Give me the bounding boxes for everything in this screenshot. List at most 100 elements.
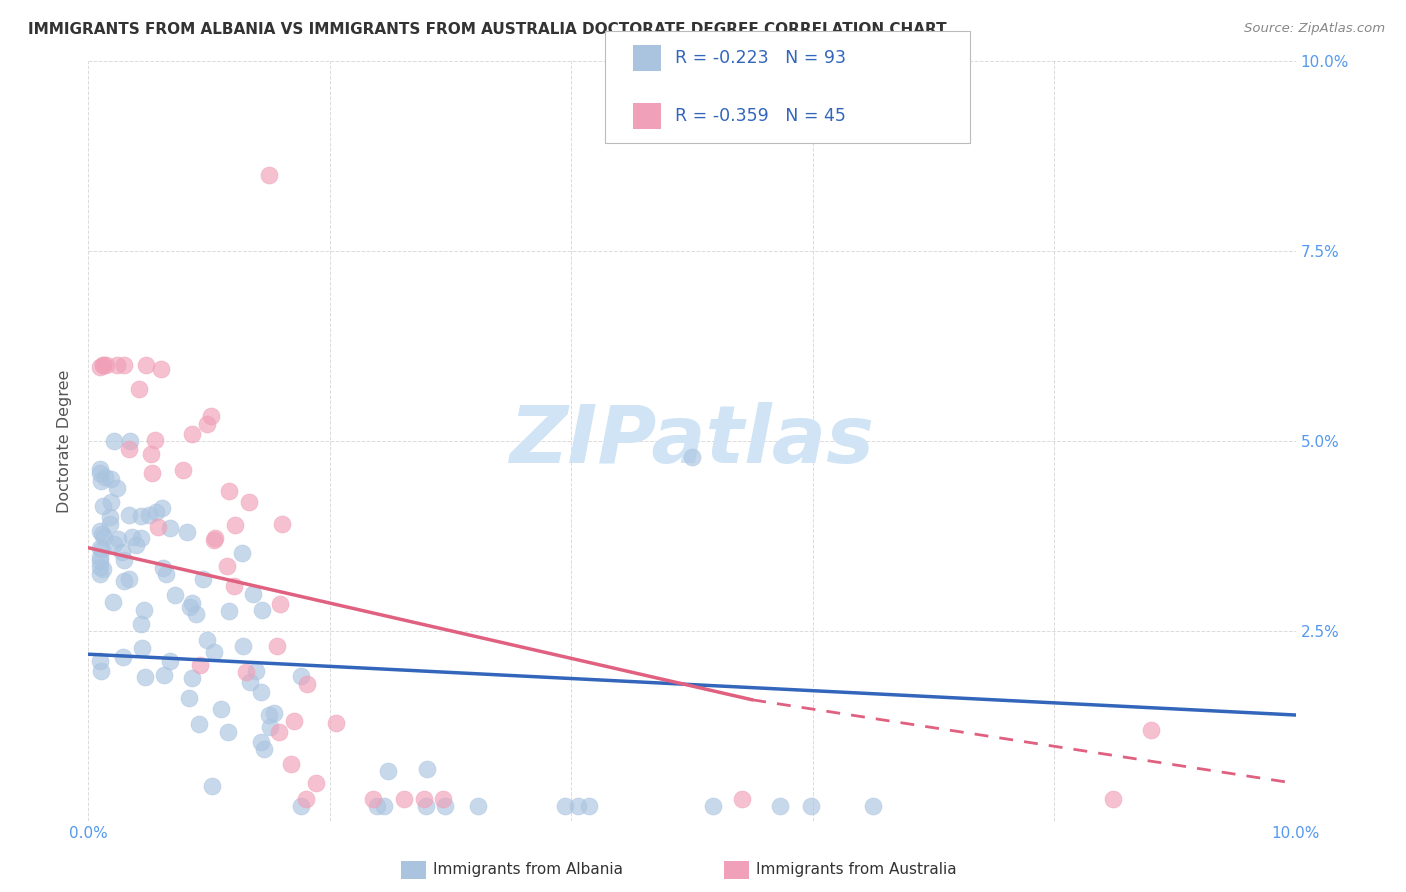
Point — [89, 566, 111, 581]
Point — [96, 358, 118, 372]
Point — [325, 716, 347, 731]
Point — [392, 791, 415, 805]
Point — [159, 521, 181, 535]
Point — [105, 358, 128, 372]
Point — [702, 799, 724, 814]
Point — [181, 671, 204, 685]
Point — [159, 654, 181, 668]
Point — [305, 776, 328, 790]
Point — [172, 463, 194, 477]
Point — [145, 505, 167, 519]
Point — [578, 799, 600, 814]
Point — [467, 799, 489, 814]
Point — [250, 735, 273, 749]
Point — [90, 475, 112, 489]
Point — [91, 562, 114, 576]
Point — [434, 799, 457, 814]
Point — [118, 442, 141, 457]
Point — [184, 607, 207, 622]
Point — [250, 684, 273, 698]
Point — [280, 756, 302, 771]
Point — [252, 603, 274, 617]
Text: ZIPatlas: ZIPatlas — [509, 402, 875, 480]
Point — [257, 707, 280, 722]
Point — [290, 669, 312, 683]
Point — [731, 791, 754, 805]
Point — [91, 358, 114, 372]
Point — [103, 536, 125, 550]
Point — [111, 545, 134, 559]
Point — [89, 554, 111, 568]
Point — [259, 168, 281, 182]
Point — [91, 500, 114, 514]
Point — [191, 572, 214, 586]
Point — [1139, 723, 1161, 738]
Point — [681, 450, 703, 464]
Point — [217, 558, 239, 573]
Point — [290, 799, 312, 814]
Point — [554, 799, 576, 814]
Point — [91, 526, 114, 541]
Point — [200, 409, 222, 424]
Point — [269, 597, 291, 611]
Point — [89, 466, 111, 480]
Point — [143, 433, 166, 447]
Point — [218, 483, 240, 498]
Point — [91, 358, 114, 372]
Point — [89, 654, 111, 668]
Point — [128, 382, 150, 396]
Point — [163, 588, 186, 602]
Point — [217, 725, 239, 739]
Point — [259, 720, 281, 734]
Point — [90, 664, 112, 678]
Point — [242, 587, 264, 601]
Point — [231, 546, 253, 560]
Point — [373, 799, 395, 814]
Point — [112, 574, 135, 589]
Point — [100, 495, 122, 509]
Point — [94, 470, 117, 484]
Point — [800, 799, 823, 814]
Point — [176, 524, 198, 539]
Point — [432, 791, 454, 805]
Point — [177, 690, 200, 705]
Point — [112, 358, 135, 372]
Point — [769, 799, 792, 814]
Text: Immigrants from Albania: Immigrants from Albania — [433, 863, 623, 877]
Point — [209, 702, 232, 716]
Point — [267, 725, 290, 739]
Point — [188, 717, 211, 731]
Point — [366, 799, 388, 814]
Point — [416, 762, 439, 776]
Point — [415, 799, 437, 814]
Point — [377, 764, 399, 778]
Point — [238, 495, 260, 509]
Point — [218, 604, 240, 618]
Point — [138, 508, 160, 522]
Point — [148, 519, 170, 533]
Point — [129, 531, 152, 545]
Point — [567, 799, 589, 814]
Point — [412, 791, 434, 805]
Point — [107, 532, 129, 546]
Point — [155, 566, 177, 581]
Point — [103, 434, 125, 449]
Point — [361, 791, 384, 805]
Point — [202, 533, 225, 547]
Point — [120, 434, 142, 449]
Point — [201, 780, 224, 794]
Text: Source: ZipAtlas.com: Source: ZipAtlas.com — [1244, 22, 1385, 36]
Point — [195, 632, 218, 647]
Point — [134, 670, 156, 684]
Point — [131, 641, 153, 656]
Point — [89, 524, 111, 538]
Point — [180, 597, 202, 611]
Point — [188, 657, 211, 672]
Point — [1102, 791, 1125, 805]
Point — [89, 541, 111, 555]
Point — [862, 799, 884, 814]
Point — [294, 791, 316, 805]
Point — [118, 572, 141, 586]
Point — [112, 553, 135, 567]
Point — [89, 559, 111, 574]
